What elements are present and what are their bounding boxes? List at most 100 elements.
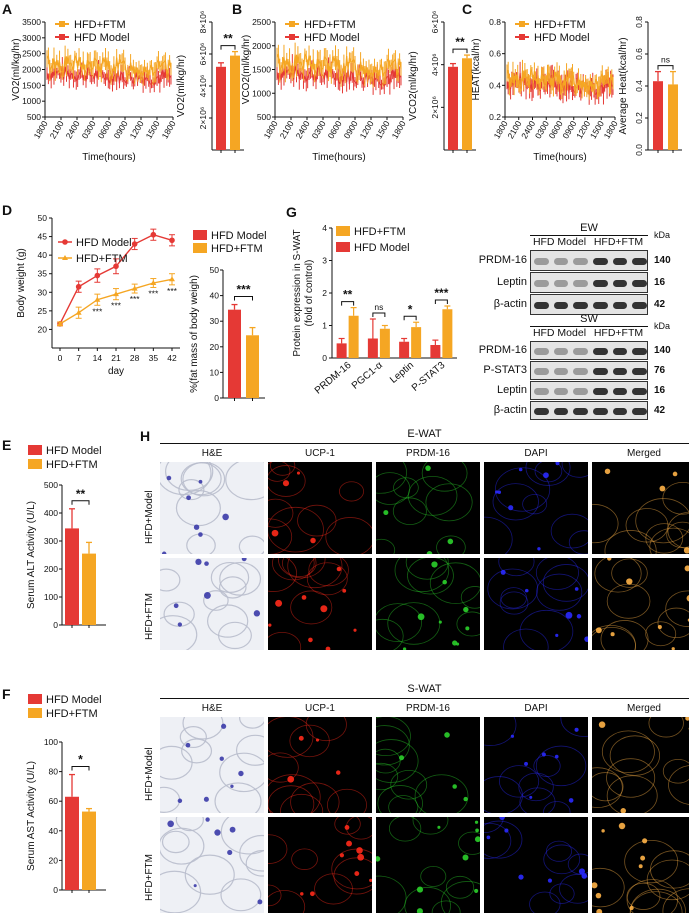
micro-tile xyxy=(268,717,372,813)
signal-spot xyxy=(683,547,689,554)
signal-spot xyxy=(581,873,588,879)
legend-label-model: HFD Model xyxy=(46,694,102,706)
signal-spot xyxy=(342,588,347,593)
signal-spot xyxy=(383,510,389,516)
cell-membrane xyxy=(376,538,396,554)
x-axis-label: Time(hours) xyxy=(312,152,366,163)
legend-label-ftm: HFD+FTM xyxy=(354,226,406,238)
legend-label-ftm: HFD+FTM xyxy=(211,243,263,255)
cell-membrane xyxy=(499,591,529,615)
bar-model xyxy=(336,343,347,358)
panel-label-c: C xyxy=(462,1,472,17)
micro-tile xyxy=(376,462,480,554)
micro-tile xyxy=(376,717,480,813)
signal-spot xyxy=(425,465,431,471)
micro-tile xyxy=(268,817,372,913)
micro-texture xyxy=(592,717,689,813)
micro-texture xyxy=(487,558,588,650)
micro-tile xyxy=(484,462,588,554)
series-line-ftm xyxy=(46,53,172,77)
cell-membrane xyxy=(235,734,264,766)
legend-label-model: HFD Model xyxy=(304,32,360,44)
x-tick-label: 2100 xyxy=(48,119,66,141)
panel-d-line-chart: D 20 25 30 35 40 45 50 0 7 14 21 28 35 42 day Body weigh… xyxy=(2,202,180,377)
data-point-ftm xyxy=(169,276,175,282)
y-tick-label: 3 xyxy=(322,256,327,266)
cell-membrane xyxy=(325,517,372,554)
y-axis-label: Protein expression in S-WAT xyxy=(292,229,303,356)
cell-membrane xyxy=(429,562,480,604)
cell-membrane xyxy=(376,603,422,642)
micro-texture xyxy=(160,817,264,913)
signal-spot xyxy=(376,856,381,862)
cell-membrane xyxy=(560,717,588,737)
signal-spot xyxy=(357,853,365,861)
blot-row-label: β-actin xyxy=(493,298,527,310)
legend-swatch xyxy=(28,459,42,469)
y-tick-label: 1000 xyxy=(252,88,271,98)
blot-title-divider xyxy=(530,235,648,236)
y-tick-label: 1500 xyxy=(22,80,41,90)
signal-spot xyxy=(221,723,227,729)
y-tick-label: 50 xyxy=(210,265,220,275)
y-tick-label: 45 xyxy=(38,232,48,242)
cell-membrane xyxy=(282,558,317,578)
signal-spot xyxy=(301,595,307,600)
x-tick-label: 1500 xyxy=(374,119,392,141)
cell-membrane xyxy=(268,506,324,553)
cell-membrane xyxy=(534,462,563,483)
signal-spot xyxy=(336,770,341,775)
blot-band xyxy=(573,368,588,375)
signal-spot xyxy=(604,468,611,475)
signal-spot xyxy=(320,605,328,613)
micro-tile xyxy=(592,462,689,554)
signal-spot xyxy=(186,495,191,501)
data-point-ftm xyxy=(94,296,101,302)
cell-membrane xyxy=(339,481,365,502)
blot-band xyxy=(573,302,588,309)
blot-band xyxy=(632,280,647,287)
signal-spot xyxy=(500,569,506,575)
y-tick-label: 40 xyxy=(49,826,59,836)
y-tick-label: 0.6 xyxy=(489,49,501,59)
cell-membrane xyxy=(306,562,348,596)
panel-label-f: F xyxy=(2,686,11,702)
cell-membrane xyxy=(277,558,326,579)
column-header: DAPI xyxy=(524,703,548,714)
blot-band xyxy=(534,258,549,265)
y-tick-label: 100 xyxy=(44,737,58,747)
cell-membrane xyxy=(592,504,619,544)
cell-membrane xyxy=(648,717,684,738)
bar-ftm xyxy=(348,315,359,358)
series-line-ftm xyxy=(276,51,402,78)
cell-membrane xyxy=(388,817,422,842)
y-axis-label: VO2(ml/kg/hr) xyxy=(11,38,22,100)
cell-membrane xyxy=(268,785,315,813)
significance-bracket xyxy=(657,65,674,70)
cell-membrane xyxy=(376,748,401,774)
y-tick-label: 4×10⁶ xyxy=(198,75,208,98)
signal-spot xyxy=(671,647,675,650)
y-axis-label: %(fat mass of body weigh) xyxy=(189,275,200,393)
blot-band xyxy=(593,280,608,287)
signal-spot xyxy=(620,808,627,813)
signal-spot xyxy=(555,462,560,466)
x-tick-label: 0300 xyxy=(310,119,328,141)
cell-membrane xyxy=(606,775,658,813)
cell-membrane xyxy=(376,739,419,783)
signal-spot xyxy=(353,628,357,632)
x-tick-label: 0600 xyxy=(96,119,114,141)
bar-ftm xyxy=(668,84,678,150)
significance-label: ** xyxy=(455,35,465,49)
cell-membrane xyxy=(543,801,571,813)
point-significance: *** xyxy=(111,301,122,311)
y-axis-label: Average Heat(kcal/hr) xyxy=(618,37,629,134)
signal-spot xyxy=(524,588,529,593)
cell-membrane xyxy=(184,854,235,895)
signal-spot xyxy=(565,611,573,619)
signal-spot xyxy=(518,874,524,880)
signal-spot xyxy=(282,480,290,487)
legend-marker xyxy=(519,34,525,40)
signal-spot xyxy=(177,622,183,627)
legend-label-model: HFD Model xyxy=(211,230,267,242)
